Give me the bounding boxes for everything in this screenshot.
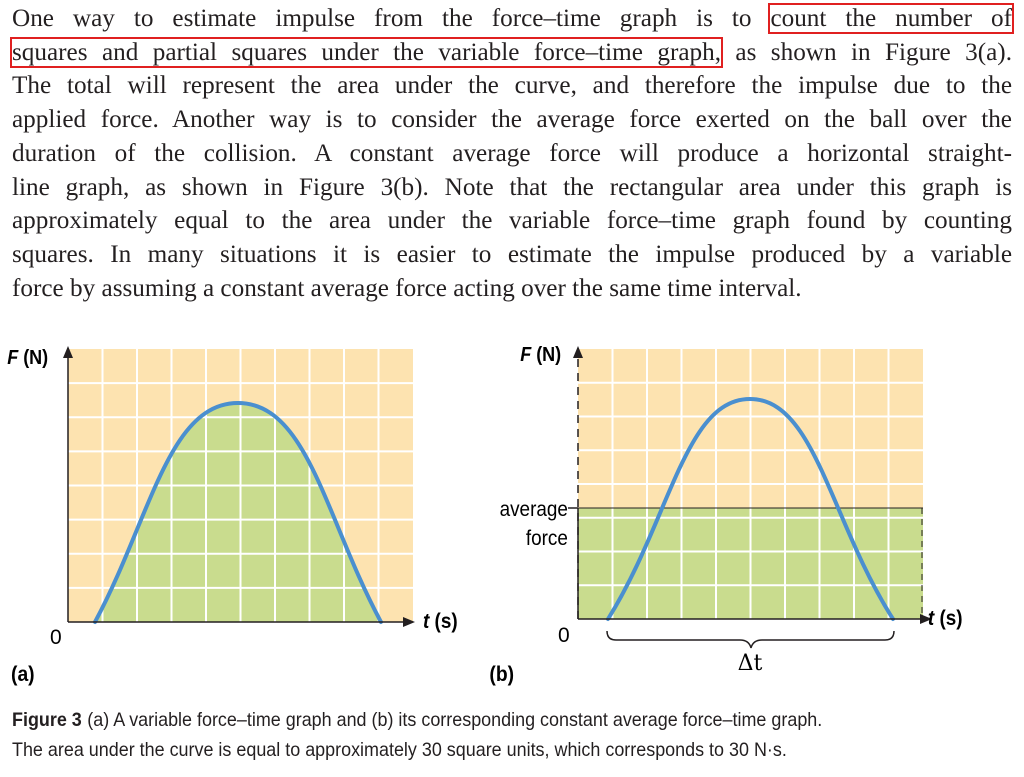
paragraph-line-9: force by assuming a constant average for… [12,274,802,302]
graph-b-y-arrow-icon [573,346,583,358]
body-paragraph: One way to estimate impulse from the for… [10,2,1014,305]
graph-a-y-arrow-icon [63,346,73,358]
highlight-box-1: count the number of [768,3,1014,34]
caption-figure-label: Figure 3 [12,709,82,731]
graph-a: F (N) t (s) 0 (a) [7,346,458,686]
graph-a-y-label: F (N) [7,347,48,369]
graph-b-y-label: F (N) [520,344,561,366]
figure-caption: Figure 3 (a) A variable force–time graph … [12,705,932,765]
paragraph-line-6: line graph, as shown in Figure 3(b). Not… [12,173,1012,201]
panel-label-a: (a) [11,663,35,686]
delta-t-brace [606,630,895,649]
caption-line-1: Figure 3 (a) A variable force–time graph … [12,709,823,731]
delta-t-label: Δt [738,651,763,676]
graph-b-force-curve [606,396,895,621]
paragraph-line-8: squares. In many situations it is easier… [12,240,1012,268]
graph-b-origin: 0 [558,624,570,647]
paragraph-line-7: approximately equal to the area under th… [12,207,1012,235]
panel-label-b: (b) [489,663,514,686]
graph-a-force-curve [93,400,383,624]
graph-a-grid [68,349,413,622]
graph-a-x-label: t (s) [423,610,458,633]
average-force-label-1: average [500,498,568,521]
average-force-label-2: force [526,527,568,550]
graph-a-x-arrow-icon [403,617,415,627]
caption-line-2: The area under the curve is equal to app… [12,739,787,761]
paragraph-line-5: duration of the collision. A constant av… [12,139,1012,167]
paragraph-line-3: The total will represent the area under … [12,72,1012,100]
graph-b: F (N) t (s) 0 average force Δt (b) [489,344,962,686]
graph-b-x-arrow-icon [920,614,932,624]
paragraph-line-4: applied force. Another way is to conside… [12,106,1012,134]
highlight-box-2: squares and partial squares under the va… [10,36,723,68]
paragraph-line-2: squares and partial squares under the va… [10,36,1012,68]
graph-b-x-label: t (s) [928,607,963,630]
graph-b-grid [578,349,923,619]
graph-a-origin: 0 [50,626,62,649]
paragraph-line-1: One way to estimate impulse from the for… [12,3,1014,34]
